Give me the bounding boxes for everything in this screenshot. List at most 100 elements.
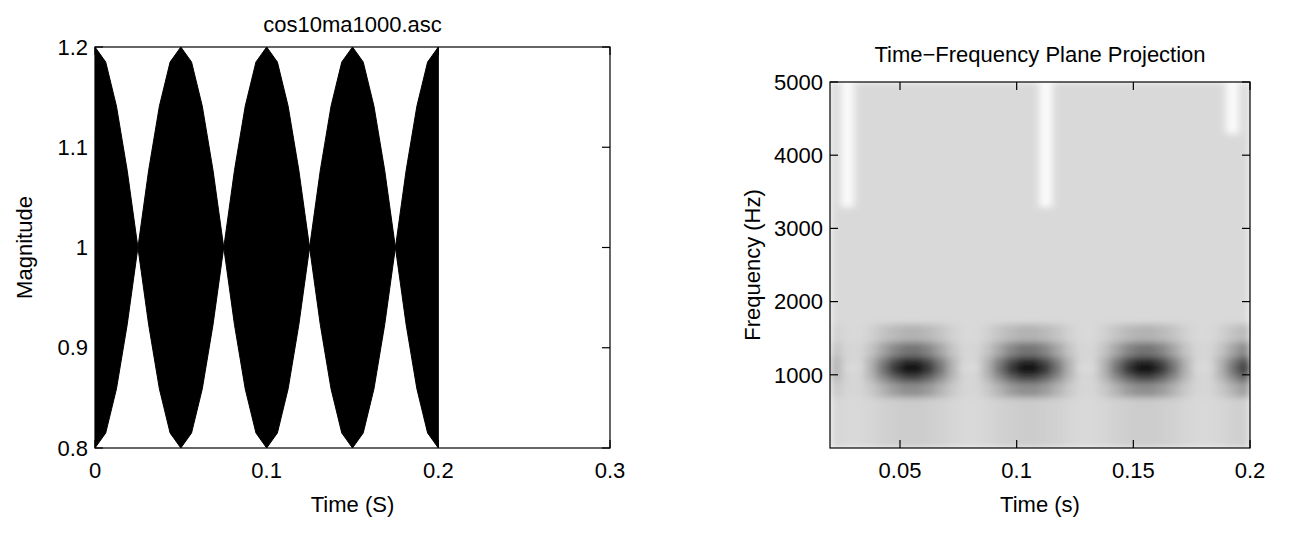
- heatmap-cell: [1215, 364, 1227, 372]
- heatmap-cell: [1168, 133, 1180, 207]
- heatmap-cell: [1005, 342, 1017, 357]
- heatmap-cell: [1192, 357, 1204, 365]
- heatmap-cell: [1157, 133, 1169, 207]
- heatmap-cell: [935, 371, 947, 375]
- heatmap-cell: [1203, 133, 1215, 207]
- heatmap-cell: [900, 324, 912, 343]
- heatmap-cell: [1122, 82, 1134, 134]
- heatmap-cell: [993, 397, 1005, 448]
- heatmap-cell: [1227, 382, 1239, 397]
- heatmap-cell: [1040, 364, 1052, 372]
- heatmap-cell: [1122, 342, 1134, 357]
- y-tick-label: 1: [76, 235, 88, 260]
- heatmap-cell: [958, 371, 970, 375]
- heatmap-cell: [1122, 324, 1134, 343]
- x-tick: [1133, 440, 1134, 448]
- heatmap-cell: [1005, 382, 1017, 397]
- heatmap-cell: [1028, 82, 1040, 134]
- heatmap-cell: [842, 82, 854, 134]
- heatmap-cell: [1238, 364, 1250, 372]
- heatmap-cell: [1180, 82, 1192, 134]
- heatmap-cell: [853, 364, 865, 372]
- heatmap-cell: [877, 82, 889, 134]
- heatmap-cell: [865, 82, 877, 134]
- heatmap-cell: [1075, 357, 1087, 365]
- heatmap-cell: [1098, 82, 1110, 134]
- heatmap-cell: [1040, 324, 1052, 343]
- heatmap-cell: [853, 375, 865, 383]
- heatmap-cell: [1040, 357, 1052, 365]
- y-tick-label: 1.1: [57, 135, 88, 160]
- heatmap-cell: [993, 382, 1005, 397]
- heatmap-cell: [865, 206, 877, 324]
- heatmap-cell: [982, 206, 994, 324]
- x-axis-title: Time (S): [311, 492, 395, 517]
- heatmap-cell: [923, 357, 935, 365]
- heatmap-cell: [1098, 364, 1110, 372]
- heatmap-cell: [912, 324, 924, 343]
- heatmap-cell: [1005, 82, 1017, 134]
- heatmap-cell: [1180, 342, 1192, 357]
- y-tick: [1242, 81, 1250, 82]
- heatmap-cell: [1087, 206, 1099, 324]
- heatmap-cell: [1133, 364, 1145, 372]
- heatmap-cell: [1063, 371, 1075, 375]
- heatmap-cell: [1075, 364, 1087, 372]
- heatmap-cell: [1238, 342, 1250, 357]
- heatmap-cell: [877, 364, 889, 372]
- heatmap-cell: [1005, 206, 1017, 324]
- heatmap-cell: [888, 397, 900, 448]
- heatmap-cell: [900, 342, 912, 357]
- heatmap-cell: [993, 82, 1005, 134]
- heatmap-cell: [923, 375, 935, 383]
- heatmap-cell: [958, 324, 970, 343]
- heatmap-cell: [1133, 206, 1145, 324]
- heatmap-cell: [1145, 375, 1157, 383]
- heatmap-cell: [853, 397, 865, 448]
- heatmap-cell: [1110, 364, 1122, 372]
- heatmap-cell: [958, 397, 970, 448]
- heatmap-cell: [853, 82, 865, 134]
- heatmap-cell: [1157, 364, 1169, 372]
- heatmap-cell: [877, 206, 889, 324]
- heatmap-cell: [1238, 206, 1250, 324]
- heatmap-cell: [1052, 133, 1064, 207]
- heatmap-cell: [970, 375, 982, 383]
- heatmap-cell: [888, 382, 900, 397]
- heatmap-cell: [1215, 382, 1227, 397]
- heatmap-cell: [1238, 133, 1250, 207]
- heatmap-cell: [1087, 342, 1099, 357]
- heatmap-cell: [1110, 397, 1122, 448]
- heatmap-cell: [1017, 382, 1029, 397]
- x-tick-label: 0.05: [879, 458, 922, 483]
- heatmap-cell: [958, 364, 970, 372]
- heatmap-cell: [982, 397, 994, 448]
- heatmap-cell: [993, 364, 1005, 372]
- heatmap-cell: [1005, 397, 1017, 448]
- heatmap-cell: [1040, 382, 1052, 397]
- heatmap-cell: [1052, 371, 1064, 375]
- heatmap-cell: [1180, 382, 1192, 397]
- heatmap-cell: [1098, 371, 1110, 375]
- heatmap-cell: [865, 382, 877, 397]
- heatmap-cell: [1063, 324, 1075, 343]
- heatmap-cell: [853, 382, 865, 397]
- y-tick: [1242, 155, 1250, 156]
- heatmap-cell: [853, 357, 865, 365]
- heatmap-cell: [1145, 342, 1157, 357]
- heatmap-cell: [1098, 397, 1110, 448]
- heatmap-cell: [1168, 82, 1180, 134]
- heatmap-cell: [970, 371, 982, 375]
- heatmap-cell: [900, 206, 912, 324]
- heatmap-cell: [865, 397, 877, 448]
- heatmap-cell: [935, 82, 947, 134]
- y-tick: [95, 46, 103, 47]
- heatmap-cell: [1145, 82, 1157, 134]
- y-tick-label: 2000: [774, 289, 823, 314]
- heatmap-cell: [1028, 342, 1040, 357]
- heatmap-cell: [1098, 133, 1110, 207]
- heatmap-cell: [935, 364, 947, 372]
- heatmap-cell: [1017, 324, 1029, 343]
- heatmap-cell: [982, 133, 994, 207]
- heatmap-cell: [1238, 82, 1250, 134]
